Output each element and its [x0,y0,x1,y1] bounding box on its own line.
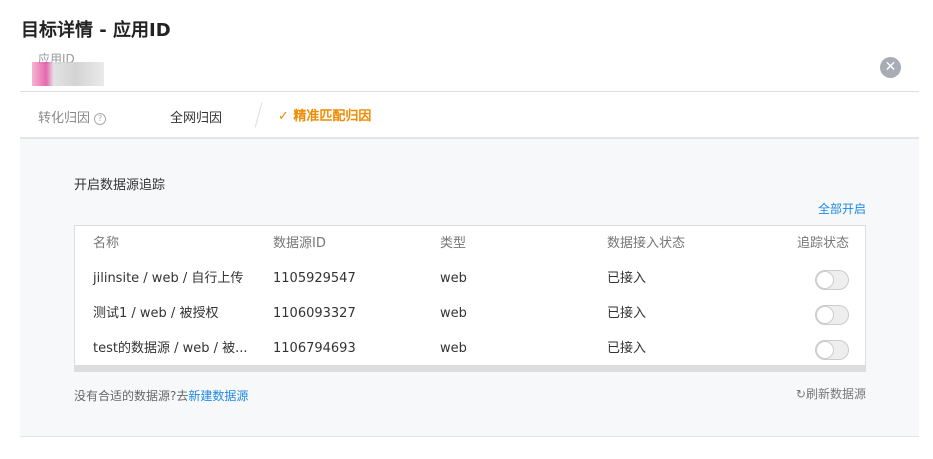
horizontal-scrollbar[interactable] [75,365,865,371]
attribution-label: 转化归因? [38,107,107,126]
row-type: web [440,306,467,321]
col-name: 名称 [93,236,120,251]
tracking-toggle[interactable] [815,340,849,360]
enable-all-link[interactable]: 全部开启 [817,202,866,216]
row-id: 1106093327 [273,306,356,321]
refresh-icon: ↻ [795,387,806,401]
datasource-table: 名称 数据源ID 类型 数据接入状态 追踪状态 jilinsite / web … [74,225,866,372]
col-tracking: 追踪状态 [796,236,849,251]
row-name: test的数据源 / web / 被... [93,341,248,356]
row-id: 1105929547 [273,271,356,286]
table-row: jilinsite / web / 自行上传 1105929547 web 已接… [75,261,865,296]
row-status: 已接入 [607,306,647,321]
col-status: 数据接入状态 [607,236,686,251]
refresh-button[interactable]: ↻刷新数据源 [796,385,866,402]
help-icon[interactable]: ? [94,113,107,125]
row-status: 已接入 [607,341,647,356]
panel-title: 开启数据源追踪 [74,178,166,193]
table-row: test的数据源 / web / 被... 1106794693 web 已接入 [75,331,865,366]
option-precise-match[interactable]: ✓ 精准匹配归因 [278,105,371,124]
refresh-label: 刷新数据源 [805,387,866,401]
option-separator [254,102,263,128]
col-id: 数据源ID [273,236,326,251]
row-status: 已接入 [607,271,647,286]
tracking-toggle[interactable] [815,270,849,290]
datasource-panel: 开启数据源追踪 全部开启 名称 数据源ID 类型 数据接入状态 追踪状态 jil… [20,137,919,437]
col-type: 类型 [440,236,467,251]
table-row: 测试1 / web / 被授权 1106093327 web 已接入 [75,296,865,331]
check-icon: ✓ [278,109,294,124]
row-type: web [440,271,467,286]
divider [20,91,919,92]
footer-hint: 没有合适的数据源?去新建数据源 [74,387,248,404]
tracking-toggle[interactable] [815,305,849,325]
footer-text: 没有合适的数据源?去 [74,389,189,403]
table-header: 名称 数据源ID 类型 数据接入状态 追踪状态 [75,226,865,261]
app-id-value-redacted [32,62,104,86]
row-name: 测试1 / web / 被授权 [93,306,219,321]
page-title: 目标详情 - 应用ID [21,20,171,41]
clear-icon[interactable]: ✕ [880,57,901,78]
row-name: jilinsite / web / 自行上传 [93,271,244,286]
option-precise-label: 精准匹配归因 [293,109,372,124]
option-all-network[interactable]: 全网归因 [170,111,223,126]
attribution-label-text: 转化归因 [38,111,91,126]
row-type: web [440,341,467,356]
create-datasource-link[interactable]: 新建数据源 [188,389,249,403]
row-id: 1106794693 [273,341,356,356]
